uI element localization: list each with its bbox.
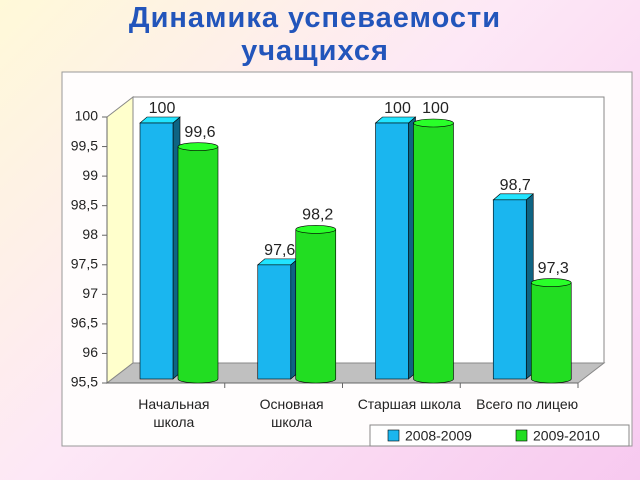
bar	[177, 142, 219, 384]
legend-label: 2009-2010	[533, 428, 600, 444]
y-tick-label: 99	[82, 167, 98, 183]
bar	[295, 225, 337, 384]
legend-swatch	[515, 429, 528, 442]
value-label: 100	[149, 100, 176, 117]
value-label: 97,3	[538, 260, 569, 277]
value-label: 97,6	[264, 242, 295, 259]
value-label: 100	[422, 100, 449, 117]
chart-title: Динамика успеваемости учащихся	[128, 2, 502, 67]
y-tick-label: 95,5	[71, 374, 98, 390]
bar	[413, 118, 454, 384]
bar	[530, 278, 572, 384]
value-label: 98,7	[500, 177, 531, 194]
y-tick-label: 99,5	[71, 137, 98, 153]
x-tick-label: Начальная школа	[138, 396, 210, 430]
x-tick-label: Основная школа	[259, 396, 324, 430]
y-tick-label: 98	[82, 226, 98, 242]
y-tick-label: 97	[82, 285, 98, 301]
legend-label: 2008-2009	[405, 428, 472, 444]
bar	[492, 193, 535, 380]
bar	[139, 116, 181, 380]
y-tick-label: 96,5	[71, 315, 98, 331]
legend-swatch	[387, 429, 400, 442]
bar	[256, 258, 299, 380]
y-tick-label: 97,5	[71, 255, 98, 271]
x-tick-label: Старшая школа	[357, 396, 462, 412]
value-label: 99,6	[184, 124, 215, 141]
y-tick-label: 96	[82, 344, 98, 360]
side-wall	[106, 95, 134, 385]
value-label: 98,2	[302, 207, 333, 224]
x-tick-label: Всего по лицею	[476, 396, 579, 412]
value-label: 100	[384, 100, 411, 117]
y-tick-label: 100	[75, 108, 99, 124]
legend-frame	[369, 424, 630, 447]
bar	[374, 116, 417, 380]
y-tick-label: 98,5	[71, 196, 98, 212]
